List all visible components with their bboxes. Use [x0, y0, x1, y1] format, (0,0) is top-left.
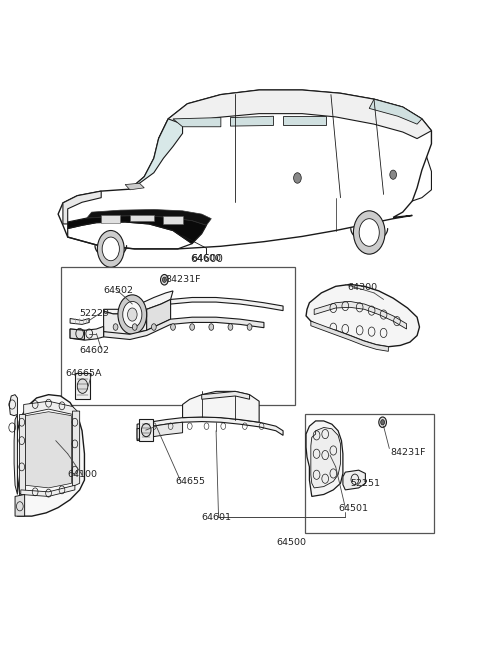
Polygon shape [182, 392, 259, 422]
Polygon shape [15, 494, 24, 516]
Polygon shape [173, 118, 221, 127]
Circle shape [379, 417, 386, 428]
Polygon shape [9, 395, 17, 416]
Circle shape [170, 324, 175, 330]
Polygon shape [137, 422, 182, 440]
Polygon shape [130, 119, 182, 189]
Circle shape [162, 277, 166, 282]
Text: 84231F: 84231F [166, 274, 201, 284]
Bar [140, 419, 153, 441]
Circle shape [102, 237, 120, 261]
Circle shape [353, 211, 385, 254]
Circle shape [142, 424, 151, 437]
Text: 64600: 64600 [192, 254, 221, 263]
Polygon shape [158, 90, 432, 139]
Text: 64600: 64600 [190, 254, 223, 264]
Polygon shape [104, 317, 264, 340]
Polygon shape [137, 427, 149, 441]
Polygon shape [343, 470, 365, 490]
Circle shape [390, 170, 396, 179]
Circle shape [294, 173, 301, 183]
Polygon shape [68, 215, 206, 243]
Text: 64300: 64300 [348, 283, 378, 292]
Circle shape [77, 379, 88, 393]
Polygon shape [63, 191, 101, 224]
Polygon shape [314, 301, 407, 329]
Polygon shape [125, 183, 144, 190]
Text: 64500: 64500 [276, 538, 306, 547]
Polygon shape [104, 309, 147, 334]
Bar [75, 373, 90, 399]
Polygon shape [202, 392, 250, 399]
Bar [163, 216, 182, 224]
Polygon shape [369, 99, 422, 124]
Polygon shape [70, 329, 84, 340]
Polygon shape [170, 297, 283, 311]
Polygon shape [21, 485, 75, 496]
Bar [60, 266, 295, 405]
Polygon shape [306, 421, 343, 496]
Polygon shape [87, 209, 211, 225]
Circle shape [381, 420, 384, 425]
Circle shape [247, 324, 252, 330]
Circle shape [97, 230, 124, 267]
Circle shape [113, 324, 118, 330]
Text: 64655: 64655 [175, 478, 205, 486]
Circle shape [209, 324, 214, 330]
Circle shape [228, 324, 233, 330]
Polygon shape [25, 412, 72, 488]
Polygon shape [19, 415, 24, 493]
Bar [305, 415, 434, 532]
Circle shape [190, 324, 194, 330]
Polygon shape [72, 411, 80, 486]
Circle shape [128, 308, 137, 321]
Bar [101, 215, 120, 222]
Circle shape [359, 218, 379, 246]
Polygon shape [311, 428, 340, 488]
Polygon shape [283, 116, 326, 125]
Polygon shape [14, 415, 17, 494]
Text: 64602: 64602 [80, 345, 109, 355]
Polygon shape [137, 417, 283, 436]
Polygon shape [16, 395, 84, 516]
Text: 52251: 52251 [350, 479, 380, 488]
Polygon shape [70, 326, 104, 340]
Polygon shape [311, 321, 388, 351]
Text: 52229: 52229 [80, 309, 109, 318]
Polygon shape [306, 284, 420, 347]
Polygon shape [230, 116, 274, 126]
Bar [130, 215, 154, 221]
Circle shape [123, 301, 142, 328]
Circle shape [160, 274, 168, 285]
Text: 64501: 64501 [338, 504, 368, 513]
Polygon shape [104, 291, 173, 314]
Text: 64601: 64601 [202, 513, 232, 522]
Polygon shape [24, 401, 77, 415]
Text: 64502: 64502 [104, 286, 133, 295]
Polygon shape [70, 318, 89, 324]
Circle shape [118, 295, 147, 334]
Circle shape [132, 324, 137, 330]
Polygon shape [147, 299, 170, 330]
Text: 64665A: 64665A [65, 369, 102, 378]
Text: 84231F: 84231F [391, 448, 426, 457]
Text: 64100: 64100 [68, 470, 98, 479]
Circle shape [152, 324, 156, 330]
